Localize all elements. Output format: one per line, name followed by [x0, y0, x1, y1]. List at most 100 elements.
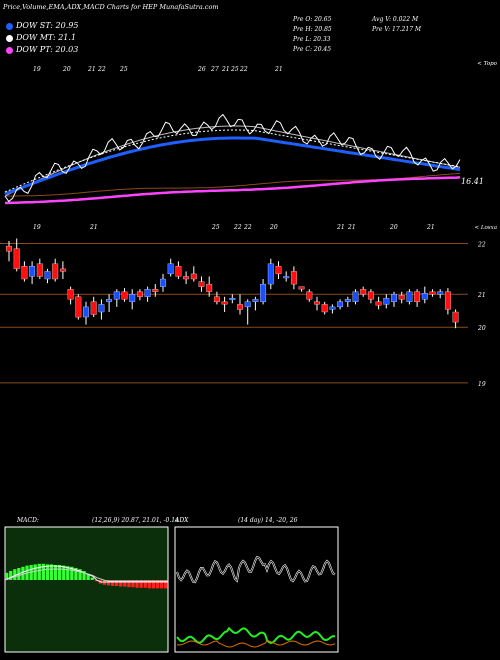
ema-white-line: [4, 113, 461, 203]
candle-body: [267, 263, 274, 285]
candle-body: [275, 266, 282, 275]
ema-date-label: 27: [210, 66, 219, 73]
candle-date-label: 22: [243, 224, 252, 231]
candle-date-label: 21: [347, 224, 356, 231]
candle-body: [352, 291, 359, 302]
candle-body: [121, 291, 128, 300]
candle-body: [29, 266, 36, 277]
macd-histogram-bar: [155, 580, 160, 589]
candle-date-label: 21: [89, 224, 98, 231]
candle-body: [160, 278, 166, 287]
macd-histogram-bar: [37, 563, 41, 580]
macd-histogram-bar: [151, 580, 155, 589]
price-tick-label: 21: [477, 292, 486, 299]
price-tick-label: 22: [477, 242, 486, 249]
candle-body: [144, 289, 151, 297]
ema-date-label: 19: [33, 66, 41, 73]
macd-histogram-bar: [119, 580, 123, 587]
ema-top-label: < Topo: [477, 61, 497, 67]
candle-body: [106, 299, 113, 302]
quote-open: Pre O: 20.65: [293, 16, 332, 23]
legend-dow-pt: DOW PT: 20.03: [6, 45, 78, 54]
ema-date-label: 21: [87, 66, 96, 73]
macd-histogram-bar: [41, 563, 45, 580]
candle-body: [414, 291, 421, 302]
candle-body: [190, 273, 197, 280]
macd-histogram-bar: [5, 572, 9, 580]
quote-avg-volume: Avg V: 0.022 M: [372, 16, 419, 23]
price-tick-label: 20: [477, 325, 486, 332]
candle-body: [444, 291, 451, 310]
candle-body: [229, 298, 236, 300]
ema-brown-line: [5, 172, 461, 197]
candle-body: [90, 301, 97, 315]
macd-histogram-bar: [53, 565, 58, 580]
macd-histogram-bar: [159, 580, 164, 589]
macd-params: (12,26,9) 20.87, 21.01, -0.14: [92, 517, 179, 524]
candle-date-label: 25: [211, 224, 220, 231]
macd-histogram-bar: [147, 580, 151, 589]
ema-date-label: 26: [197, 66, 206, 73]
macd-histogram-bar: [94, 580, 98, 582]
candle-body: [344, 299, 351, 302]
quote-close: Pre C: 20.45: [293, 46, 332, 53]
candle-body: [398, 295, 405, 300]
macd-histogram-bar: [82, 571, 86, 580]
candle-date-label: 20: [269, 224, 278, 231]
macd-histogram-bar: [74, 568, 78, 580]
ema-date-label: 25: [230, 66, 239, 73]
legend-swatch-magenta: [6, 46, 13, 54]
candle-date-label: 19: [33, 224, 41, 231]
candle-body: [136, 291, 143, 297]
macd-histogram-bar: [21, 566, 25, 580]
candle-body: [290, 271, 297, 285]
macd-histogram-bar: [111, 580, 115, 586]
candle-body: [175, 266, 182, 277]
chart-title: Price,Volume,EMA,ADX,MACD Charts for HEP…: [3, 3, 219, 11]
candle-body: [67, 289, 74, 300]
candle-body: [52, 263, 59, 280]
ema-white-dashed-line: [4, 129, 461, 193]
candle-body: [244, 301, 251, 308]
candle-body: [83, 306, 89, 318]
quote-volume: Pre V: 17.217 M: [372, 26, 422, 33]
adx-line-inner: [176, 556, 336, 583]
candle-body: [375, 301, 382, 306]
macd-histogram-bar: [70, 566, 74, 580]
candle-top-label: < Losxa: [474, 225, 497, 231]
ema-date-label: 21: [274, 66, 283, 73]
legend-swatch-blue: [6, 22, 13, 30]
legend-swatch-white: [6, 34, 13, 42]
candle-body: [391, 294, 397, 302]
candle-body: [75, 296, 82, 318]
macd-histogram-bar: [49, 564, 54, 580]
macd-histogram-bar: [143, 580, 147, 588]
legend-dow-mt: DOW MT: 21.1: [6, 33, 76, 42]
quote-low: Pre L: 20.33: [293, 36, 331, 43]
candle-date-label: 22: [233, 224, 242, 231]
quote-high: Pre H: 20.85: [293, 26, 332, 33]
macd-panel-bg: [4, 526, 169, 653]
candle-body: [21, 266, 28, 280]
candle-body: [452, 311, 459, 323]
candle-body: [429, 291, 436, 295]
candle-body: [360, 289, 367, 295]
macd-histogram-bar: [90, 577, 94, 580]
candle-body: [252, 299, 259, 302]
candle-body: [421, 293, 428, 300]
candle-body: [383, 298, 390, 305]
macd-histogram-bar: [66, 566, 70, 580]
macd-histogram-bar: [163, 580, 168, 589]
candle-body: [321, 304, 328, 313]
ema-blue-line: [4, 136, 461, 196]
candle-body: [13, 248, 20, 270]
candle-body: [167, 263, 174, 275]
candle-body: [213, 296, 220, 303]
macd-histogram-bar: [45, 564, 50, 580]
adx-plus-di-line: [176, 626, 336, 645]
candle-body: [283, 276, 290, 279]
candle-body: [36, 263, 43, 277]
legend-label: DOW ST: 20.95: [16, 21, 79, 30]
candle-body: [298, 286, 305, 290]
